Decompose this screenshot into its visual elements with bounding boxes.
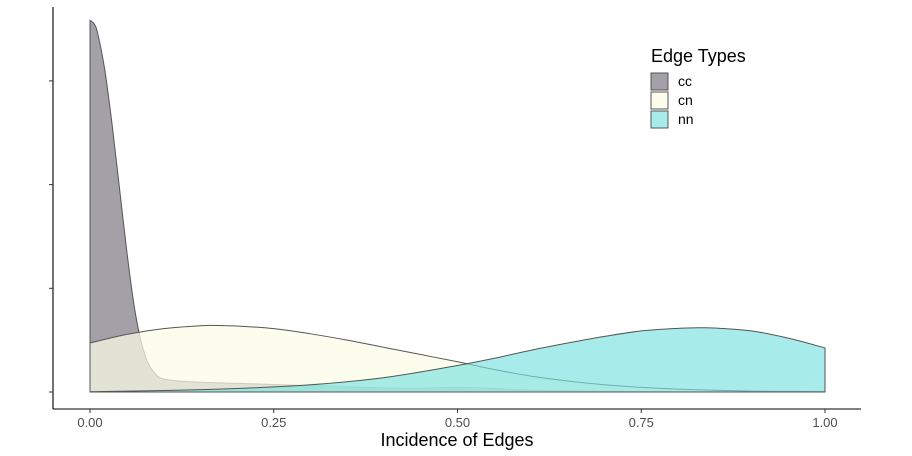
x-tick-label-1: 0.25 [261,415,286,430]
legend: Edge Types cc cn nn [650,46,746,129]
legend-swatch-cc [650,72,669,91]
x-tick-label-4: 1.00 [812,415,837,430]
legend-label-cc: cc [678,73,692,89]
legend-label-nn: nn [678,111,694,127]
density-area-nn [89,327,826,393]
x-ticks: 0.00 0.25 0.50 0.75 1.00 [77,409,838,430]
legend-swatch-cn [650,91,669,110]
legend-swatch-nn [650,110,669,129]
x-axis-title: Incidence of Edges [380,430,533,450]
density-areas [89,19,826,393]
legend-items: cc cn nn [650,72,694,129]
x-tick-label-0: 0.00 [77,415,102,430]
legend-title: Edge Types [651,46,746,66]
legend-label-cn: cn [678,92,693,108]
y-ticks [49,80,53,393]
x-tick-label-2: 0.50 [445,415,470,430]
x-tick-label-3: 0.75 [629,415,654,430]
